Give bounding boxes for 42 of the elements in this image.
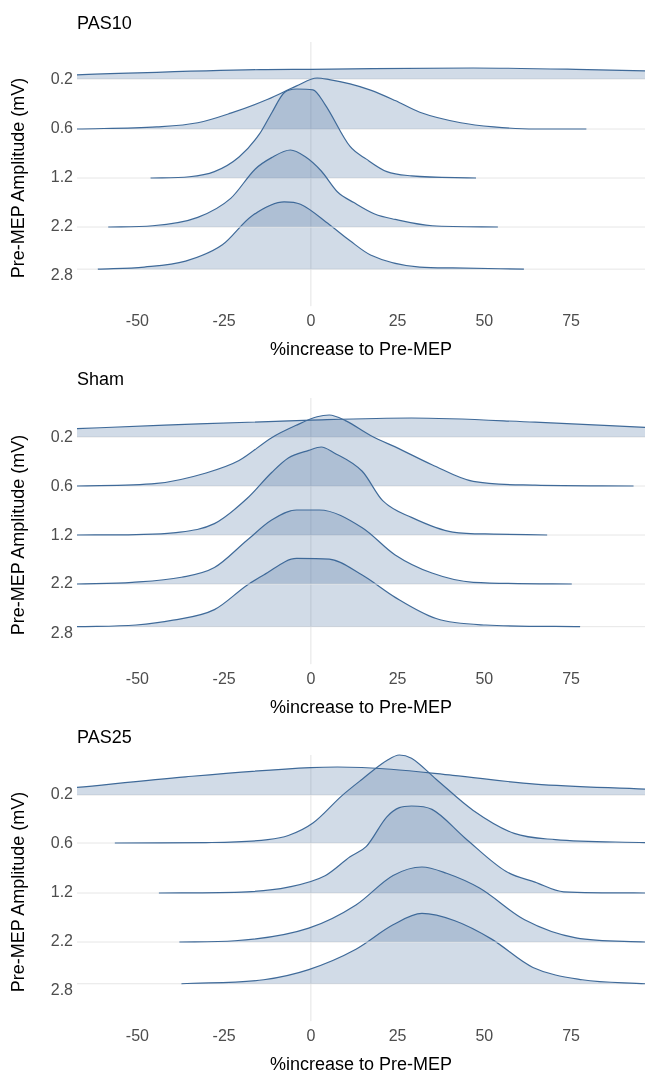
chart-title: PAS10 [77, 13, 132, 33]
x-tick-label: -25 [212, 312, 236, 330]
y-axis-title: Pre-MEP Amplitude (mV) [8, 77, 28, 278]
x-tick-label: 25 [388, 670, 407, 688]
x-tick-label: 0 [306, 670, 316, 688]
x-tick-label: -50 [125, 312, 150, 330]
series-label: 2.8 [50, 266, 73, 284]
series-label: 0.2 [50, 427, 73, 446]
x-tick-label: 75 [562, 1027, 581, 1045]
chart-title: Sham [77, 369, 125, 389]
text: 2.8 [50, 980, 73, 999]
text: 1.2 [50, 883, 73, 902]
x-tick-label: -50 [125, 1027, 150, 1045]
x-tick-label: 25 [388, 1027, 407, 1045]
x-tick-label: -25 [212, 670, 236, 688]
x-tick-label: 0 [306, 1027, 316, 1045]
x-tick-label: -25 [212, 1027, 236, 1045]
x-tick-label: 0 [306, 312, 316, 330]
series-label: 2.8 [50, 623, 73, 642]
x-tick-label: -50 [125, 670, 150, 688]
text: 2.2 [50, 217, 73, 236]
text: 1.2 [50, 168, 73, 187]
x-axis-title: %increase to Pre-MEP [269, 697, 453, 718]
series-label: 0.2 [50, 785, 73, 804]
x-tick-label: 50 [475, 670, 494, 688]
x-axis-title: %increase to Pre-MEP [269, 339, 453, 360]
x-tick-label: 50 [475, 1027, 494, 1045]
text: 2.2 [50, 931, 73, 950]
x-axis-title: %increase to Pre-MEP [269, 1054, 453, 1075]
y-axis-title: Pre-MEP Amplitude (mV) [8, 791, 28, 992]
chart-title: PAS25 [77, 727, 132, 747]
y-axis-title: Pre-MEP Amplitude (mV) [8, 434, 28, 635]
x-tick-label: 75 [562, 670, 581, 688]
x-tick-label: 50 [475, 312, 494, 330]
x-tick-label: 25 [388, 312, 407, 330]
series-label: 2.2 [50, 574, 73, 593]
series-label: 0.6 [50, 119, 73, 138]
text: 0.6 [50, 833, 73, 852]
series-label: 0.6 [50, 477, 73, 496]
series-label: 0.2 [50, 70, 73, 89]
x-tick-label: 75 [562, 312, 581, 330]
series-label: 1.2 [50, 525, 73, 544]
